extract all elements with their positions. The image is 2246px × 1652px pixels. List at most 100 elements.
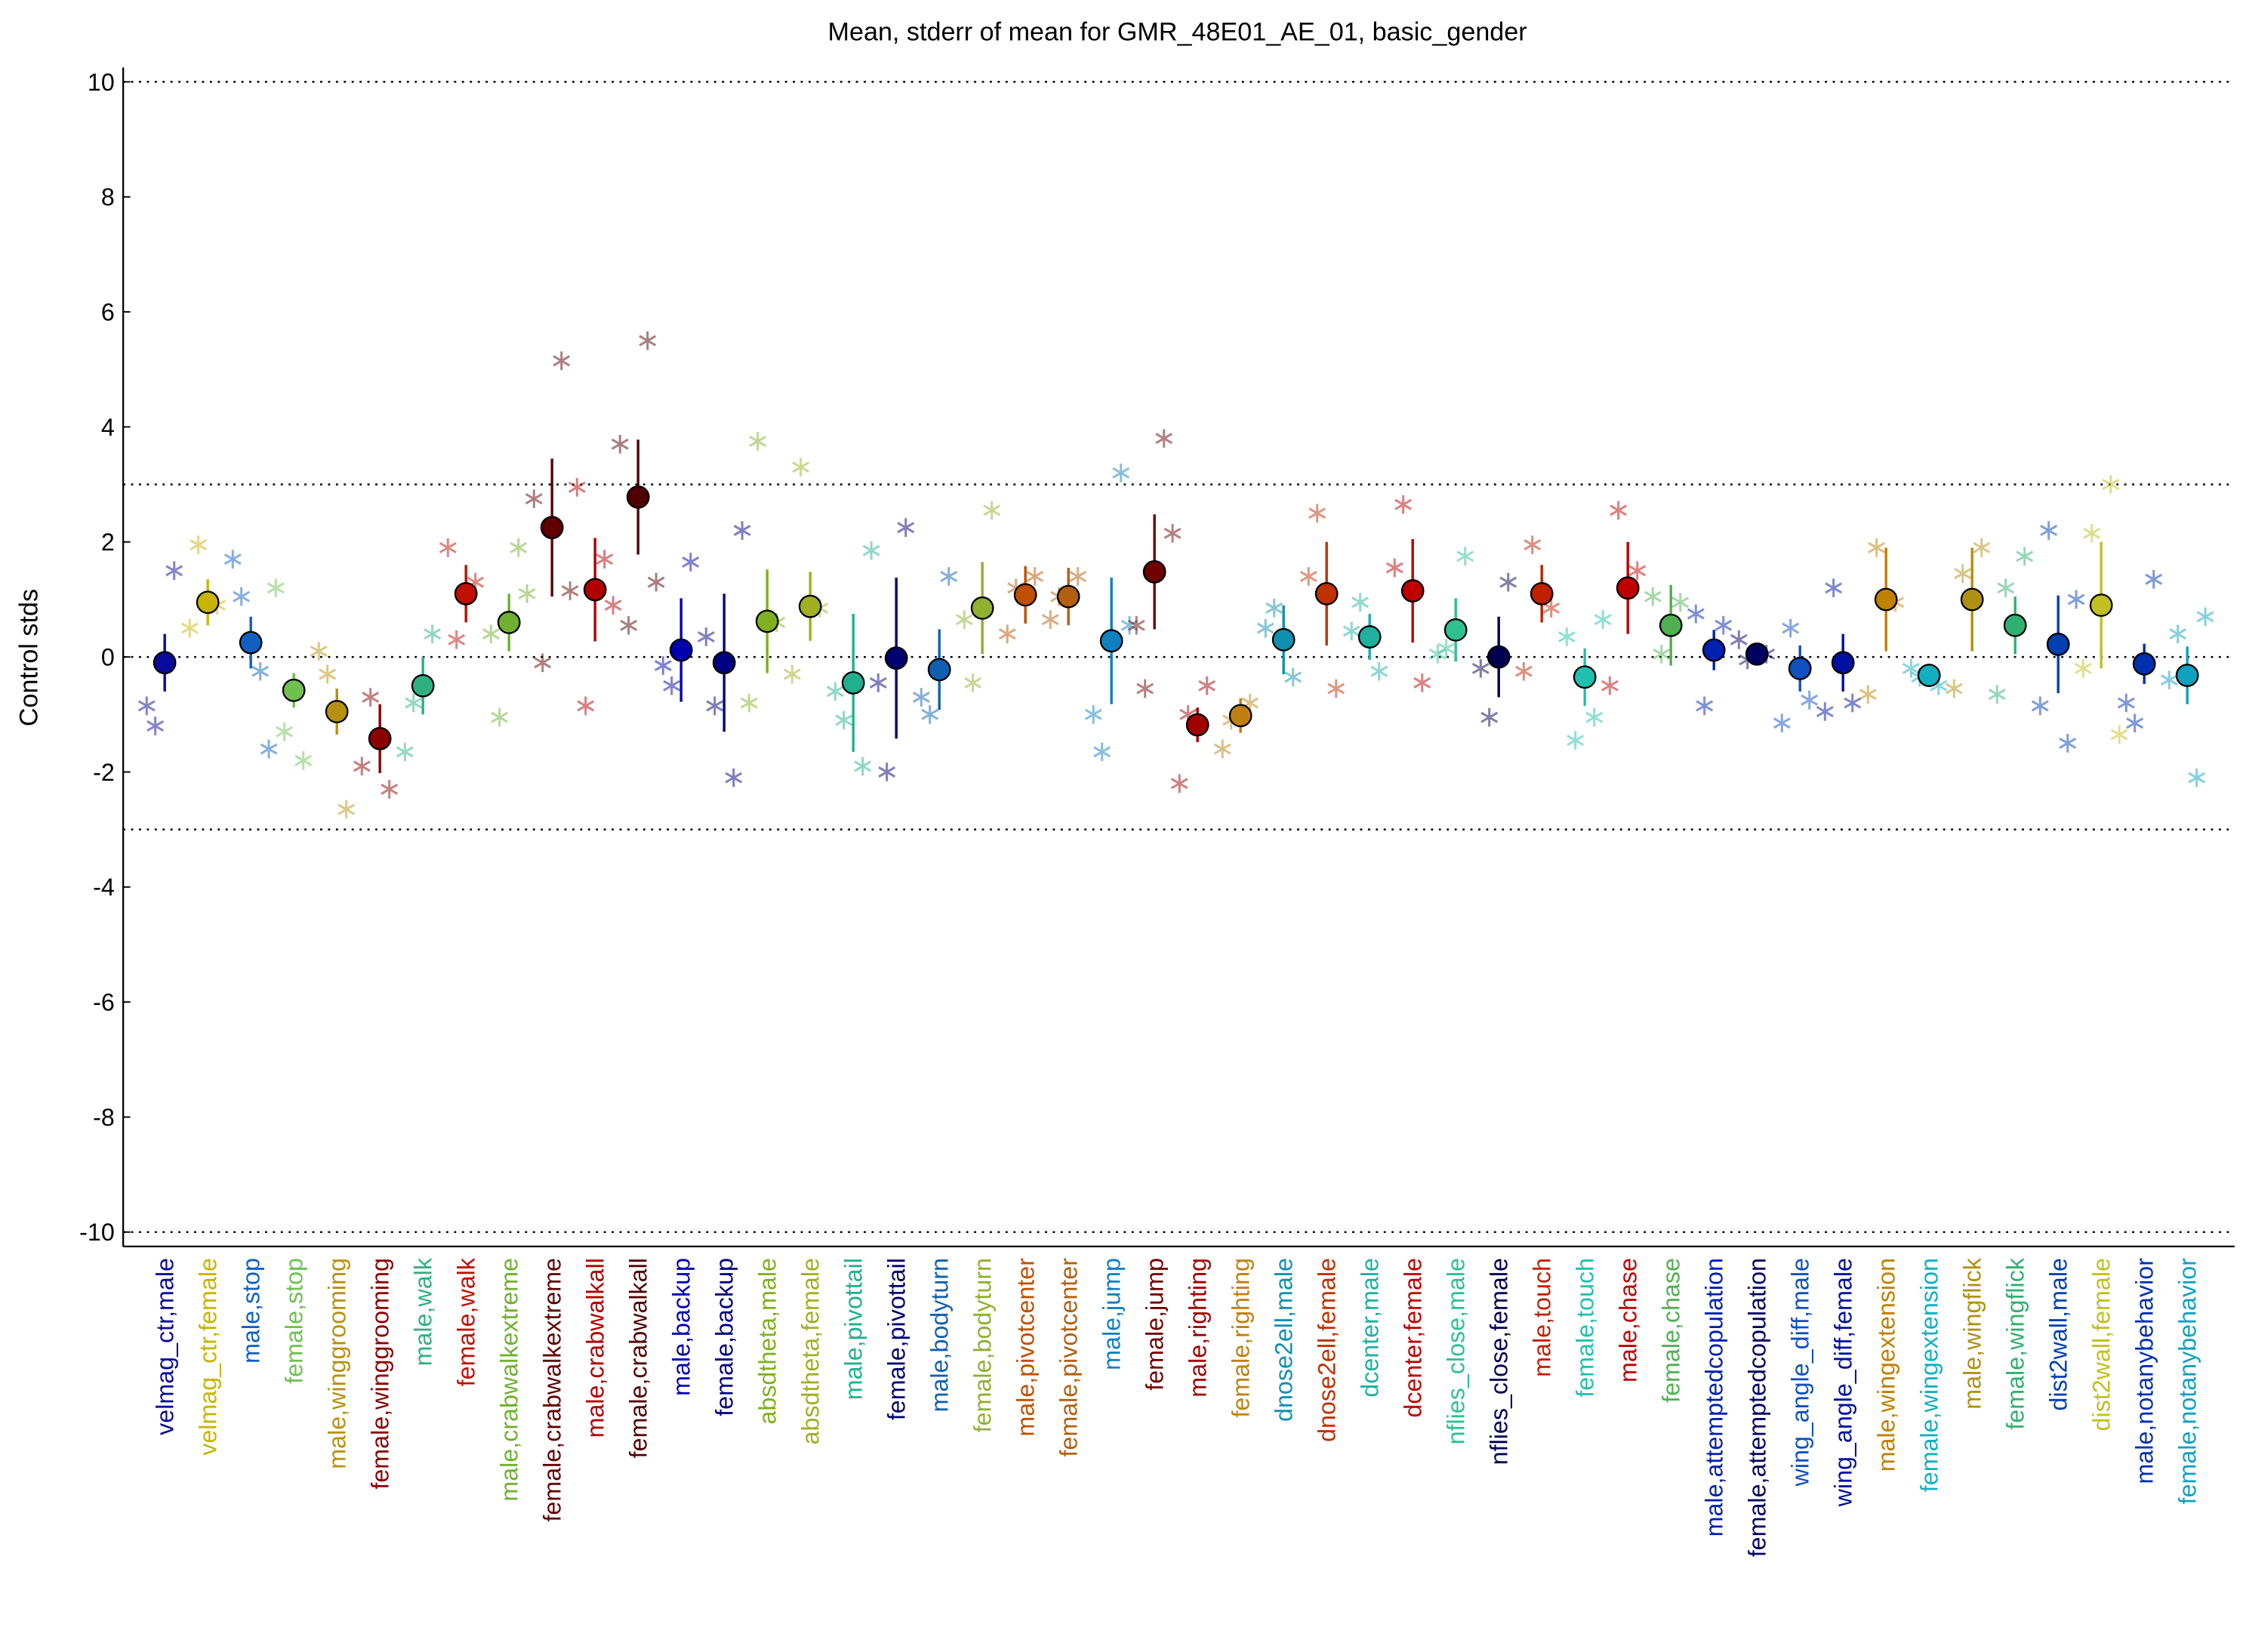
mean-marker [2046, 632, 2070, 656]
experiment-marker [2196, 607, 2214, 627]
experiment-marker [733, 521, 751, 540]
experiment-marker [137, 696, 156, 716]
experiment-marker [1394, 495, 1413, 514]
experiment-marker [1342, 621, 1360, 641]
experiment-marker [534, 653, 552, 673]
experiment-marker [362, 688, 380, 707]
mean-marker [368, 726, 392, 750]
experiment-marker [2074, 659, 2092, 678]
x-tick-label: dnose2ell,female [1314, 1258, 1341, 1442]
experiment-marker [251, 661, 270, 681]
x-tick-label: female,righting [1228, 1258, 1255, 1418]
experiment-marker [525, 489, 543, 508]
experiment-marker [482, 624, 500, 643]
experiment-marker [1136, 679, 1154, 698]
experiment-marker [276, 722, 294, 741]
experiment-marker [1284, 667, 1302, 687]
experiment-marker [1557, 627, 1576, 646]
mean-marker [540, 516, 564, 540]
mean-marker [1357, 625, 1382, 649]
experiment-marker [854, 757, 872, 776]
x-tick-label: velmag_ctr,female [195, 1258, 222, 1456]
mean-marker [1745, 642, 1769, 666]
mean-marker [669, 638, 693, 662]
y-tick-label: -10 [79, 1219, 115, 1246]
x-tick-label: female,wingextension [1916, 1258, 1943, 1492]
experiment-marker [491, 707, 509, 727]
experiment-marker [1198, 676, 1216, 695]
x-tick-label: female,crabwalkextreme [539, 1258, 566, 1522]
mean-marker [1056, 584, 1080, 609]
mean-marker [454, 581, 478, 606]
experiment-marker [2016, 547, 2034, 566]
experiment-marker [1945, 679, 1963, 698]
experiment-marker [1163, 524, 1182, 543]
mean-marker [1400, 579, 1425, 603]
experiment-marker [725, 768, 743, 787]
y-tick-label: 8 [101, 183, 115, 211]
experiment-marker [983, 501, 1001, 520]
mean-marker [755, 609, 779, 633]
experiment-marker [604, 596, 622, 615]
y-tick-label: -8 [93, 1104, 115, 1131]
mean-marker [798, 594, 822, 618]
experiment-marker [1601, 676, 1619, 695]
experiment-marker [1653, 644, 1671, 664]
x-tick-label: female,pivottail [883, 1258, 910, 1420]
x-tick-label: female,chase [1658, 1258, 1685, 1403]
x-tick-label: wing_angle_diff,female [1830, 1258, 1857, 1507]
experiment-marker [792, 458, 810, 477]
mean-marker [1616, 576, 1640, 600]
experiment-marker [405, 693, 423, 713]
experiment-marker [1524, 535, 1542, 554]
experiment-marker [1801, 690, 1819, 710]
x-tick-label: male,jump [1098, 1258, 1126, 1370]
experiment-marker [1413, 673, 1431, 692]
x-tick-label: dcenter,female [1400, 1258, 1427, 1418]
experiment-marker [1687, 604, 1705, 624]
experiment-marker [1542, 599, 1560, 618]
experiment-marker [1514, 661, 1533, 681]
chart-title: Mean, stderr of mean for GMR_48E01_AE_01… [828, 17, 1527, 46]
experiment-marker [267, 578, 285, 598]
x-tick-label: female,notanybehavior [2174, 1258, 2201, 1505]
experiment-marker [1026, 567, 1044, 586]
experiment-marker [189, 535, 208, 554]
x-tick-label: dnose2ell,male [1271, 1258, 1298, 1422]
experiment-marker [1370, 661, 1388, 681]
experiment-marker [2126, 714, 2144, 733]
experiment-marker [1628, 561, 1647, 581]
experiment-marker [1868, 538, 1886, 557]
experiment-marker [1437, 639, 1456, 658]
mean-marker [1917, 664, 1941, 687]
mean-marker [1831, 651, 1855, 675]
y-tick-label: 2 [101, 529, 115, 556]
experiment-marker [706, 696, 724, 716]
experiment-marker [1213, 739, 1231, 759]
y-tick-label: -2 [93, 759, 115, 786]
x-tick-label: male,pivotcenter [1012, 1258, 1040, 1437]
experiment-marker [1385, 558, 1403, 578]
x-tick-label: female,attemptedcopulation [1744, 1258, 1771, 1557]
x-tick-label: dist2wall,female [2088, 1258, 2115, 1431]
experiment-marker [1471, 659, 1490, 678]
x-tick-label: velmag_ctr,male [152, 1258, 179, 1435]
experiment-marker [1782, 618, 1800, 638]
experiment-marker [2059, 734, 2077, 753]
x-tick-label: male,righting [1185, 1258, 1212, 1398]
mean-marker [196, 590, 220, 615]
x-tick-label: female,walk [453, 1257, 480, 1386]
experiment-marker [1155, 429, 1173, 448]
experiment-marker [319, 664, 337, 684]
x-tick-label: female,crabwalkall [625, 1258, 652, 1458]
mean-marker [1874, 587, 1898, 612]
mean-marker [2089, 593, 2113, 617]
x-tick-label: male,attemptedcopulation [1701, 1258, 1728, 1536]
experiment-marker [940, 567, 958, 586]
experiment-marker [2117, 693, 2135, 713]
x-tick-label: female,jump [1141, 1258, 1169, 1391]
mean-marker [497, 611, 521, 634]
experiment-marker [561, 581, 579, 600]
